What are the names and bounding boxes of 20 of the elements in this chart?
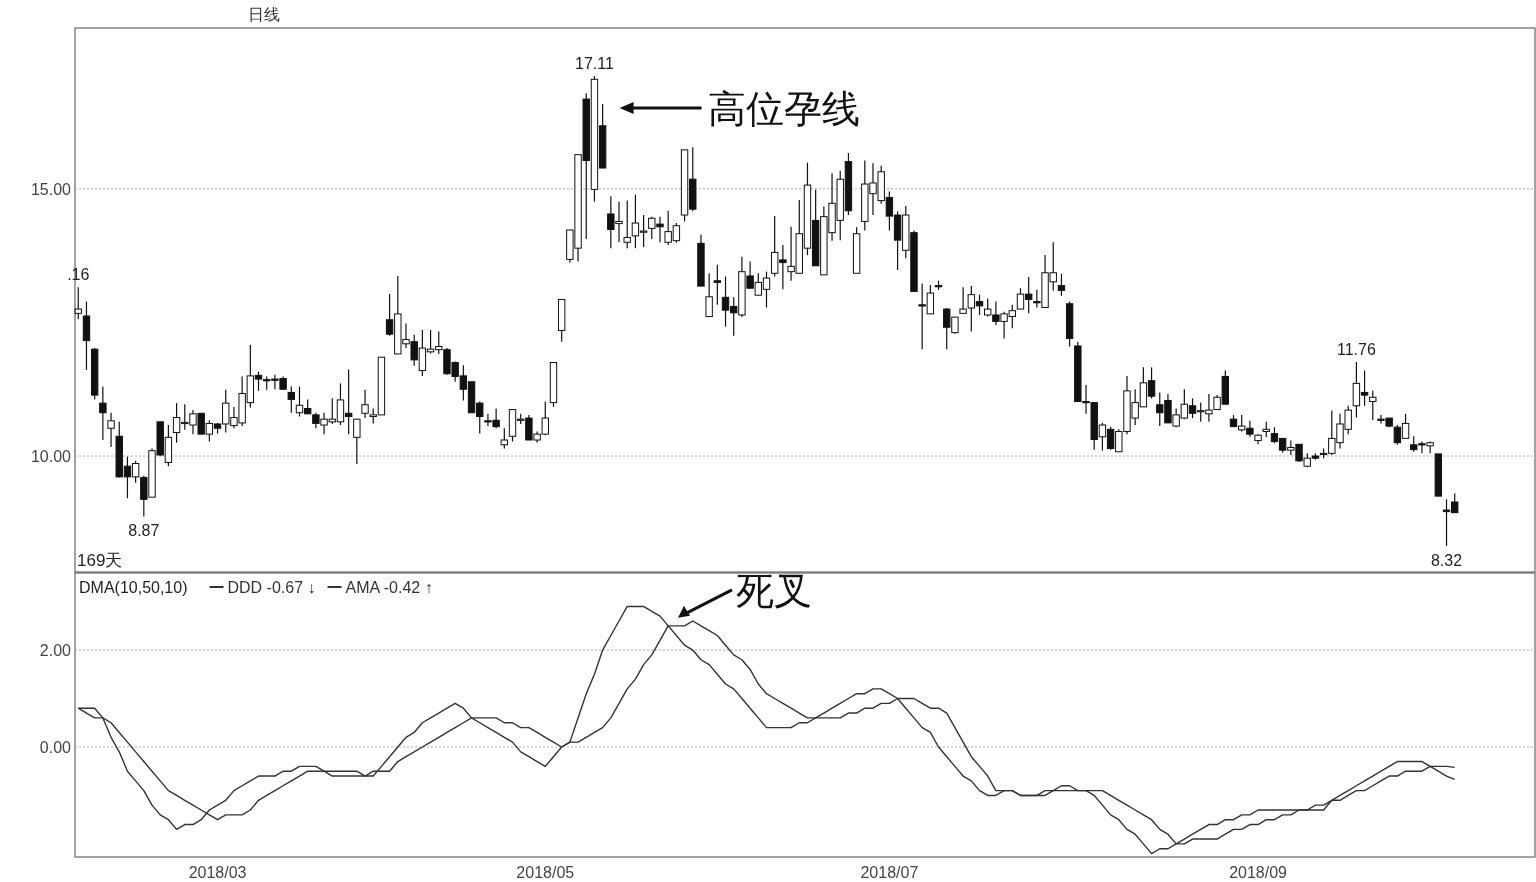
text: 11.76 [1336,340,1376,358]
text: 8.87 [128,522,160,540]
legend-label: AMA -0.42 ↑ [345,579,433,596]
y-tick-label: 2.00 [39,642,72,660]
text: 8.32 [1430,551,1463,569]
y-tick-label: 10.00 [30,448,72,466]
chart-subtitle: 日线 [248,6,280,23]
x-tick-label: 2018/07 [860,864,919,881]
annotation: 死叉 [735,569,812,612]
y-tick-label: 0.00 [39,738,72,756]
text: .16 [67,266,90,284]
x-tick-label: 2018/09 [1229,864,1288,881]
legend-label: DDD -0.67 ↓ [227,579,316,596]
y-tick-label: 15.00 [30,180,72,198]
x-tick-label: 2018/03 [188,864,247,881]
text: 17.11 [575,55,614,73]
annotation: 高位孕线 [707,87,860,130]
chart-title: DMA(10,50,10) [79,579,188,596]
annotation: 169天 [77,551,123,570]
x-tick-label: 2018/05 [516,864,575,881]
